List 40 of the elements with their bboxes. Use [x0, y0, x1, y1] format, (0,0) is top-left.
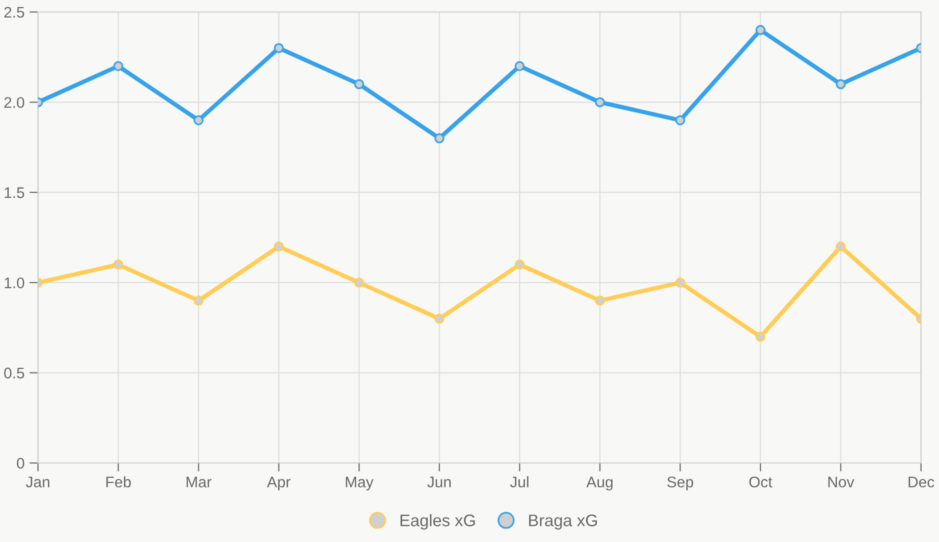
point	[354, 79, 364, 90]
x-tick-label: Aug	[586, 476, 613, 490]
point	[434, 133, 444, 144]
y-tick-label: 2.0	[4, 97, 24, 108]
x-tick-label: Nov	[828, 476, 854, 488]
x-tick-label: Jan	[26, 476, 50, 488]
point	[594, 97, 605, 108]
x-tick-label: Oct	[749, 476, 772, 488]
point	[755, 332, 766, 342]
y-tick-label: 2.5	[4, 6, 24, 18]
y-tick-label: 1.0	[4, 277, 24, 288]
point	[274, 242, 284, 252]
legend-label: Eagles xG	[400, 514, 475, 530]
point	[113, 260, 124, 270]
point	[194, 296, 204, 306]
x-tick-label: May	[346, 476, 374, 490]
point	[836, 79, 846, 90]
point	[675, 278, 686, 288]
x-tick-label: Mar	[186, 476, 212, 488]
point	[274, 43, 284, 54]
x-tick-label: Jul	[510, 476, 528, 488]
point	[113, 61, 124, 72]
point	[434, 314, 444, 324]
point	[514, 260, 525, 270]
point	[194, 115, 204, 126]
x-tick-label: Feb	[106, 476, 131, 488]
y-tick-label: 0.5	[4, 368, 24, 378]
legend-label: Braga xG	[529, 514, 597, 530]
x-tick-label: Jun	[427, 476, 451, 488]
x-tick-label: Sep	[667, 476, 694, 490]
x-tick-label: Dec	[908, 476, 934, 488]
point	[514, 61, 525, 72]
point	[836, 242, 846, 252]
x-tick-label: Apr	[266, 476, 290, 490]
point	[755, 25, 766, 36]
y-tick-label: 1.5	[4, 187, 24, 198]
point	[354, 278, 364, 288]
point	[675, 115, 686, 126]
point	[594, 296, 605, 306]
y-tick-label: 0	[16, 458, 24, 469]
